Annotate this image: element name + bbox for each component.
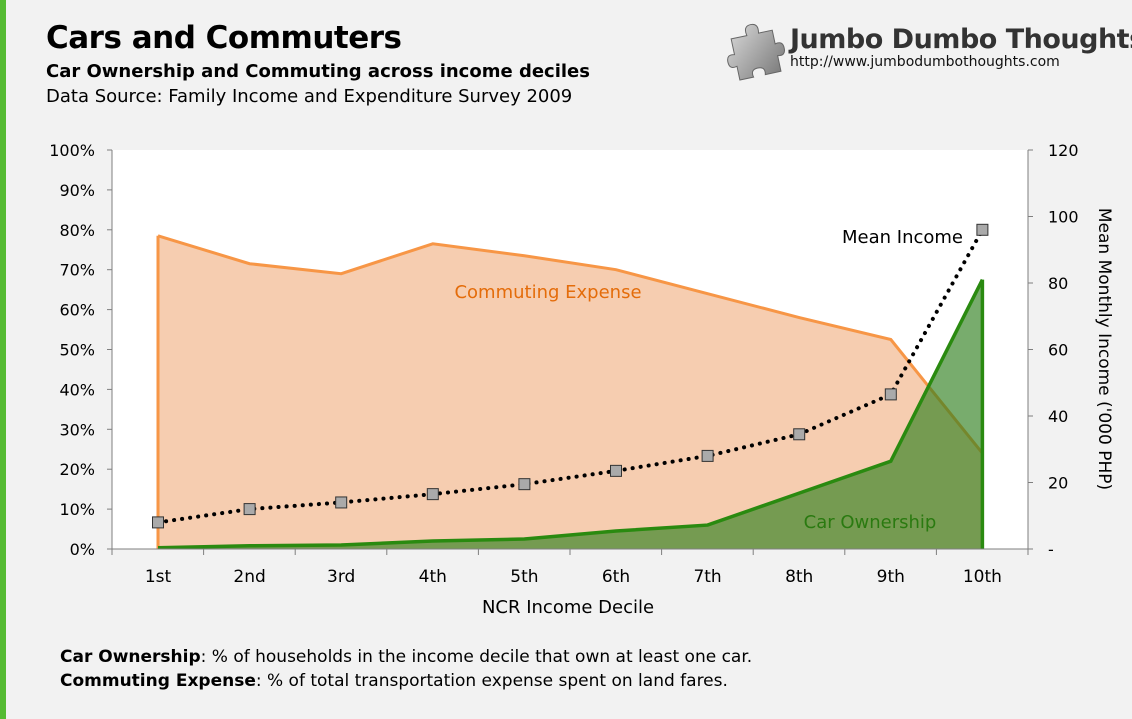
x-tick-label: 3rd <box>327 567 355 587</box>
marker-mean-income <box>884 388 897 401</box>
area-commuting-expense <box>158 235 983 549</box>
note-car: Car Ownership: % of households in the in… <box>60 647 753 667</box>
y-right-tick-label: 20 <box>1048 474 1068 493</box>
series-label-car: Car Ownership <box>804 512 937 533</box>
y-right-tick-label: 80 <box>1048 274 1068 293</box>
y-left-tick-label: 0% <box>70 540 95 559</box>
brand-url[interactable]: http://www.jumbodumbothoughts.com <box>790 54 1060 70</box>
marker-mean-income <box>701 449 714 462</box>
x-tick-label: 4th <box>419 567 447 587</box>
line-car-ownership <box>157 278 984 550</box>
y-right-tick-label: 40 <box>1048 407 1068 426</box>
marker-mean-income <box>335 496 348 509</box>
marker-mean-income <box>426 488 439 501</box>
y-right-tick-label: - <box>1048 540 1054 559</box>
y-left-tick-label: 20% <box>59 460 95 479</box>
marker-mean-income <box>610 464 622 477</box>
series-label-commuting: Commuting Expense <box>454 282 641 303</box>
y-left-tick-label: 30% <box>59 420 95 439</box>
marker-mean-income <box>976 223 989 236</box>
y-left-tick-label: 10% <box>59 500 95 519</box>
x-tick-label: 10th <box>963 567 1002 587</box>
y-right-tick-label: 120 <box>1048 141 1079 160</box>
y-right-tick-label: 100 <box>1048 208 1079 227</box>
y-left-tick-label: 50% <box>59 341 95 360</box>
area-car-ownership <box>158 279 983 549</box>
y-axis-right-title: Mean Monthly Income ('000 PHP) <box>1094 208 1114 490</box>
y-left-tick-label: 90% <box>59 181 95 200</box>
data-source: Data Source: Family Income and Expenditu… <box>46 86 573 107</box>
brand-name: Jumbo Dumbo Thoughts <box>790 24 1132 55</box>
x-tick-label: 5th <box>510 567 538 587</box>
y-left-tick-label: 60% <box>59 301 95 320</box>
x-tick-label: 1st <box>145 567 172 587</box>
marker-mean-income <box>518 478 531 491</box>
line-mean-income <box>156 227 985 525</box>
y-left-tick-label: 40% <box>59 380 95 399</box>
series-label-income: Mean Income <box>842 227 963 248</box>
x-tick-label: 7th <box>693 567 721 587</box>
x-tick-label: 9th <box>877 567 905 587</box>
line-commuting-expense <box>157 234 984 455</box>
page-subtitle: Car Ownership and Commuting across incom… <box>46 61 590 82</box>
note-commute-label: Commuting Expense <box>60 671 256 691</box>
note-car-label: Car Ownership <box>60 647 201 667</box>
marker-mean-income <box>152 516 164 529</box>
y-left-tick-label: 70% <box>59 261 95 280</box>
note-commute: Commuting Expense: % of total transporta… <box>60 671 728 691</box>
x-tick-label: 8th <box>785 567 813 587</box>
brand-block: Jumbo Dumbo Thoughts http://www.jumbodum… <box>726 20 1132 90</box>
page-title: Cars and Commuters <box>46 20 402 56</box>
y-left-tick-label: 100% <box>49 141 95 160</box>
note-car-text: % of households in the income decile tha… <box>206 647 753 667</box>
left-accent-bar <box>0 0 6 719</box>
x-tick-label: 6th <box>602 567 630 587</box>
x-tick-label: 2nd <box>233 567 265 587</box>
marker-mean-income <box>243 503 256 516</box>
puzzle-piece-icon <box>727 23 785 81</box>
y-left-tick-label: 80% <box>59 221 95 240</box>
note-commute-text: % of total transportation expense spent … <box>261 671 728 691</box>
x-axis-title: NCR Income Decile <box>482 597 654 618</box>
chart-notes: Car Ownership: % of households in the in… <box>60 645 752 693</box>
y-right-tick-label: 60 <box>1048 341 1068 360</box>
marker-mean-income <box>793 428 806 441</box>
